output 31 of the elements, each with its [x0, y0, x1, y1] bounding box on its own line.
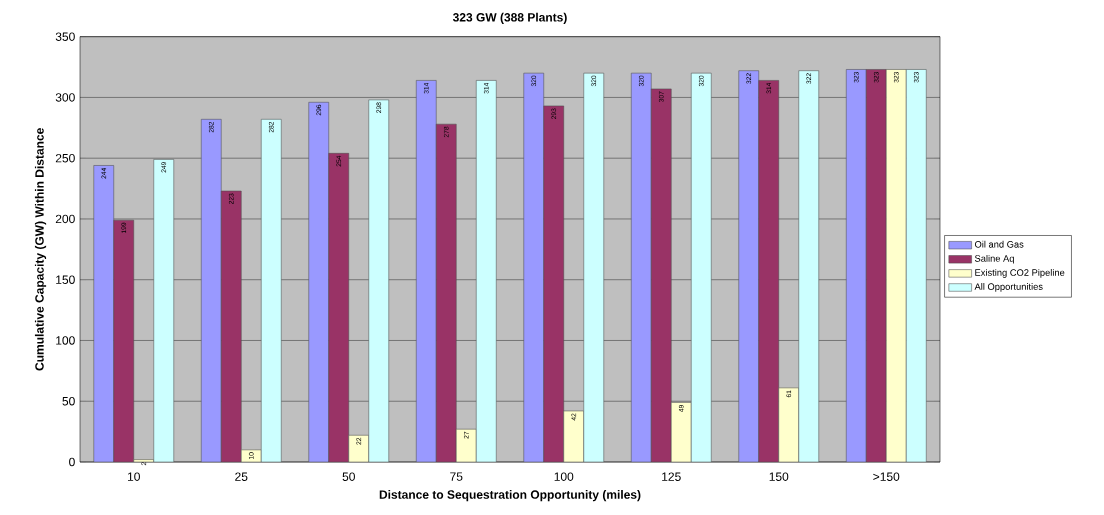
y-tick-label: 350: [55, 32, 75, 41]
y-tick-label: 0: [69, 457, 75, 467]
y-tick-label: 100: [56, 336, 75, 345]
y-tick-label: 50: [62, 396, 75, 406]
chart-title: 323 GW (388 Plants): [452, 12, 567, 24]
y-tick-label: 150: [56, 275, 75, 284]
bar: [308, 102, 330, 462]
x-tick-label: 75: [450, 472, 463, 481]
legend-label: Saline Aq: [974, 254, 1014, 264]
x-tick-label: >150: [873, 472, 900, 481]
y-tick-label: 250: [55, 153, 75, 163]
y-tick-label: 200: [55, 214, 75, 224]
x-tick-label: 10: [128, 472, 140, 481]
bar: [630, 72, 652, 462]
bar: [415, 80, 437, 462]
x-axis-title: Distance to Sequestration Opportunity (miles): [379, 490, 641, 502]
legend-label: Existing CO2 Pipeline: [975, 269, 1065, 278]
x-tick-label: 25: [235, 472, 248, 481]
bar: [200, 119, 222, 462]
legend-label: All Opportunities: [974, 283, 1043, 292]
legend-label: Oil and Gas: [974, 240, 1024, 248]
y-axis-title: Cumulative Capacity (GW) Within Distance: [34, 128, 47, 371]
y-tick-label: 300: [55, 93, 75, 102]
x-tick-label: 125: [662, 472, 681, 481]
bar: [738, 70, 760, 462]
x-tick-label: 150: [769, 472, 789, 481]
x-tick-label: 50: [342, 472, 355, 481]
bar: [93, 165, 115, 462]
bar: [845, 69, 867, 462]
x-tick-label: 100: [554, 472, 574, 481]
bar: [523, 72, 545, 462]
